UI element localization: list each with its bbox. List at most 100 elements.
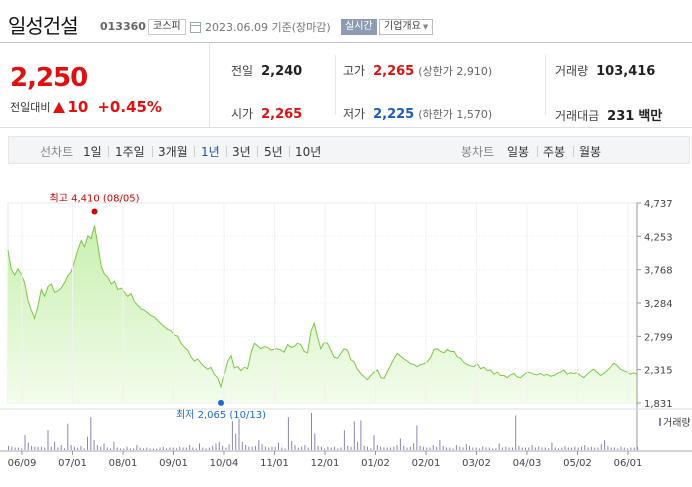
volume-bar <box>525 447 526 450</box>
volume-bar <box>478 448 480 450</box>
volume-bar <box>337 448 339 450</box>
tab-weekly[interactable]: 주봉 <box>543 145 566 159</box>
volume-bar <box>139 447 141 450</box>
volume-bar <box>528 447 530 450</box>
tab-1w[interactable]: 1주일 <box>115 145 145 159</box>
volume-bar <box>459 446 461 450</box>
date-text: 2023.06.09 기준(장마감) <box>205 21 331 34</box>
volume-bar <box>182 447 184 450</box>
volume: 거래량 103,416 <box>555 62 655 79</box>
volume-bar <box>172 447 174 450</box>
volume-bar <box>304 445 306 450</box>
volume-bar <box>429 447 431 450</box>
tab-1y[interactable]: 1년 <box>201 145 220 159</box>
divider <box>108 146 109 157</box>
y-tick-label: 4,253 <box>644 232 673 243</box>
x-axis-ticks: 06/09 07/01 08/01 09/01 10/04 11/01 12/01 01/02… <box>0 203 692 469</box>
volume-bar <box>238 418 240 450</box>
volume-bar <box>623 447 625 450</box>
y-tick-label: 4,737 <box>644 199 673 210</box>
volume-bar <box>396 445 398 450</box>
volume-bar <box>534 447 536 450</box>
volume-bar <box>185 447 187 450</box>
volume-bar <box>627 448 629 450</box>
volume-bar <box>452 448 454 450</box>
tab-3y[interactable]: 3년 <box>232 145 251 159</box>
volume-bar <box>24 435 26 450</box>
volume-bar <box>330 447 332 450</box>
volume-bar <box>587 447 589 450</box>
volume-bar <box>462 447 464 450</box>
divider <box>573 146 574 157</box>
realtime-button[interactable]: 실시간 <box>341 19 377 35</box>
divider <box>545 55 546 115</box>
candle-chart-label: 봉차트 <box>461 145 495 159</box>
y-tick-label: 1,831 <box>644 399 673 410</box>
prev-close: 전일 2,240 <box>231 62 302 79</box>
tab-monthly[interactable]: 월봉 <box>579 145 602 159</box>
volume-bar <box>370 448 372 450</box>
volume-bar <box>156 448 158 450</box>
volume-bar <box>129 448 131 450</box>
amount-unit: 백만 <box>638 109 663 124</box>
volume-bar <box>57 447 59 450</box>
upper-limit: (상한가 2,910) <box>418 65 493 78</box>
volume-bar <box>284 448 286 450</box>
volume-bar <box>297 447 299 450</box>
price-chart: 4,737 4,253 3,768 3,284 2,799 2,315 1,831 06/0… <box>0 193 692 469</box>
volume-bar <box>343 430 345 450</box>
volume-legend-swatch <box>659 418 661 426</box>
volume-bar <box>245 445 247 450</box>
volume-bar <box>291 441 293 450</box>
volume-bar <box>357 441 359 450</box>
x-tick-label: 07/01 <box>58 458 87 469</box>
volume-bar <box>264 446 266 450</box>
volume-bar <box>34 446 36 450</box>
amount-value: 231 <box>607 109 635 124</box>
tab-5y[interactable]: 5년 <box>264 145 283 159</box>
volume-bar <box>261 444 263 450</box>
volume-bar <box>189 445 191 450</box>
volume-bar <box>432 445 434 450</box>
tab-1d[interactable]: 1일 <box>83 145 102 159</box>
volume-bar <box>376 445 378 450</box>
tab-daily[interactable]: 일봉 <box>507 145 530 159</box>
x-tick-label: 04/03 <box>513 458 542 469</box>
tab-10y[interactable]: 10년 <box>295 145 322 159</box>
tab-3m[interactable]: 3개월 <box>158 145 188 159</box>
volume-bar <box>521 447 523 450</box>
volume-bar <box>120 448 121 450</box>
stock-name: 일성건설 <box>8 14 79 38</box>
company-overview-label: 기업개요 <box>384 21 421 32</box>
volume-bar <box>574 446 576 450</box>
volume-bar <box>597 447 599 450</box>
volume-bar <box>218 441 220 450</box>
volume-bar <box>251 446 253 450</box>
volume-bar <box>126 446 128 450</box>
company-overview-button[interactable]: 기업개요 ▼ <box>379 19 434 35</box>
prev-label: 전일 <box>231 64 254 78</box>
volume-bar <box>465 444 467 450</box>
volume-bar <box>495 448 497 450</box>
period-tabs: 선차트 1일 1주일 3개월 1년 3년 5년 10년 봉차트 일봉 주봉 월봉 <box>8 136 690 164</box>
volume-bar <box>541 447 543 450</box>
volume-bar <box>60 445 62 450</box>
volume-bar <box>584 445 586 450</box>
volume-bar <box>162 446 164 450</box>
low-marker <box>217 399 224 406</box>
volume-bar <box>590 446 592 450</box>
volume-bar <box>508 447 510 450</box>
volume-bar <box>248 446 250 450</box>
volume-bar <box>548 448 550 450</box>
volume-bar <box>488 447 490 450</box>
volume-bar <box>70 445 72 450</box>
divider <box>537 146 538 157</box>
volume-bar <box>386 447 388 450</box>
volume-bar <box>80 445 82 450</box>
volume-bar <box>577 447 579 450</box>
volume-bar <box>324 448 326 450</box>
divider <box>335 55 336 115</box>
open-value: 2,265 <box>261 107 303 122</box>
high-label: 최고 4,410 (08/05) <box>50 193 140 205</box>
volume-bar <box>208 447 210 450</box>
